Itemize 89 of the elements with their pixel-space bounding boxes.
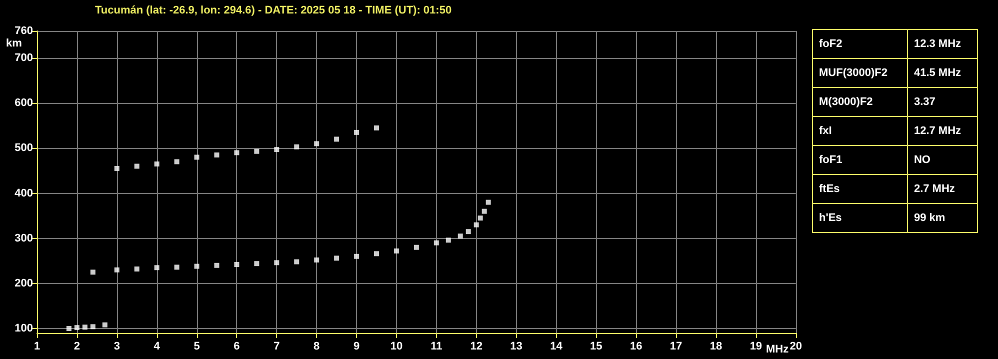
text: NO: [907, 146, 978, 174]
x-tick-label: 20: [790, 340, 802, 352]
point: [174, 159, 180, 164]
y-tick-label: 400: [14, 187, 33, 200]
x-tick-label: 5: [194, 340, 200, 352]
point: [414, 244, 419, 250]
y-axis-title: km: [6, 38, 22, 50]
point: [274, 147, 280, 152]
x-tick-label: 4: [154, 340, 161, 352]
x-tick-label: 6: [234, 340, 240, 352]
chart-title: Tucumán (lat: -26.9, lon: 294.6) - DATE: 2025 05 18 - TIME (UT): 01:50: [95, 4, 452, 16]
point: [354, 130, 360, 135]
point: [234, 262, 240, 267]
text: 2.7 MHz: [907, 174, 978, 204]
text: 12.7 MHz: [907, 116, 978, 146]
text: foF2: [812, 30, 908, 58]
x-tick-label: 10: [390, 340, 403, 352]
text: h'Es: [812, 204, 908, 232]
x-tick-label: 7: [274, 340, 280, 352]
point: [434, 240, 439, 246]
point: [314, 257, 320, 262]
point: [174, 264, 180, 270]
y-tick-label: 760: [14, 25, 33, 37]
y-tick-label: 300: [14, 232, 33, 244]
point: [458, 234, 463, 239]
point: [334, 136, 340, 142]
point: [274, 260, 280, 266]
x-axis-title: MHz: [766, 344, 790, 356]
x-tick-label: 16: [630, 340, 642, 352]
text: foF1: [812, 146, 908, 174]
point: [214, 152, 220, 158]
point: [466, 229, 471, 234]
point: [486, 200, 491, 205]
point: [478, 216, 483, 221]
x-tick-label: 2: [74, 340, 80, 352]
y-tick-label: 200: [14, 277, 33, 290]
point: [154, 265, 160, 270]
point: [194, 154, 200, 160]
x-tick-label: 18: [710, 340, 722, 352]
point: [254, 148, 260, 154]
point: [154, 161, 160, 166]
point: [374, 251, 379, 256]
point: [254, 261, 260, 266]
point: [314, 141, 320, 146]
text: 12.3 MHz: [907, 30, 978, 58]
y-tick-label: 100: [14, 322, 33, 334]
text: 41.5 MHz: [907, 58, 978, 88]
text: 99 km: [907, 204, 978, 232]
point: [66, 326, 72, 331]
y-tick-label: 700: [14, 52, 33, 64]
point: [394, 248, 399, 254]
point: [102, 322, 108, 328]
x-tick-label: 8: [314, 340, 320, 352]
text: MUF(3000)F2: [812, 58, 908, 88]
point: [334, 256, 340, 261]
point: [90, 324, 96, 330]
text: M(3000)F2: [812, 88, 908, 116]
point: [82, 324, 88, 330]
text: ftEs: [812, 174, 908, 204]
point: [474, 222, 479, 228]
point: [294, 259, 300, 264]
x-tick-label: 15: [590, 340, 602, 352]
point: [374, 125, 379, 130]
point: [134, 164, 140, 169]
x-tick-label: 3: [114, 340, 120, 352]
point: [214, 262, 220, 268]
point: [114, 267, 120, 272]
x-tick-label: 11: [430, 340, 442, 352]
x-tick-label: 14: [550, 340, 564, 352]
text: fxI: [812, 116, 908, 146]
text: 3.37: [907, 88, 978, 116]
point: [446, 238, 451, 243]
point: [90, 270, 96, 275]
x-tick-label: 13: [510, 340, 522, 352]
point: [482, 208, 487, 214]
point: [354, 254, 360, 259]
x-tick-label: 9: [353, 340, 360, 352]
x-tick-label: 19: [750, 340, 762, 352]
x-tick-label: 17: [670, 340, 682, 352]
point: [74, 325, 80, 330]
point: [234, 150, 240, 156]
point: [194, 264, 200, 269]
x-tick-label: 12: [470, 340, 482, 352]
point: [134, 266, 140, 272]
x-tick-label: 1: [34, 340, 40, 352]
point: [294, 144, 300, 150]
y-tick-label: 500: [14, 142, 33, 154]
y-tick-label: 600: [14, 97, 33, 110]
point: [114, 166, 120, 171]
